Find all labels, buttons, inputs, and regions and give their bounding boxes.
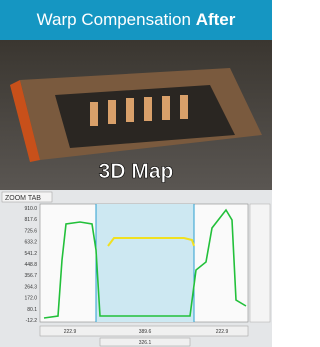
x-label: 222.9 <box>216 329 229 335</box>
y-label: 356.7 <box>24 273 37 279</box>
y-label: 817.6 <box>24 217 37 223</box>
header-emphasis: After <box>196 10 236 29</box>
y-label: 910.0 <box>24 206 37 212</box>
photo: 3D Map <box>0 40 272 190</box>
x-label: 389.6 <box>139 329 152 335</box>
highlight-band <box>96 204 194 322</box>
y-label: 172.0 <box>24 296 37 302</box>
y-label: 725.6 <box>24 228 37 234</box>
page: Warp Compensation After 3D Map ZOOM TAB … <box>0 0 272 347</box>
header: Warp Compensation After <box>0 0 272 40</box>
y-label: 448.8 <box>24 262 37 268</box>
side-panel <box>250 204 270 322</box>
header-title: Warp Compensation <box>37 10 191 29</box>
graph-window: ZOOM TAB 326.1 910.0 817.6 725.6 633.2 541.2… <box>0 190 272 347</box>
total-label: 326.1 <box>139 340 152 346</box>
x-label: 222.9 <box>64 329 77 335</box>
y-label: 80.1 <box>27 307 37 313</box>
y-label: 541.2 <box>24 251 37 257</box>
photo-caption: 3D Map <box>99 160 174 183</box>
y-label: -12.2 <box>26 318 38 324</box>
tab-label: ZOOM TAB <box>5 195 41 202</box>
y-label: 633.2 <box>24 240 37 246</box>
y-label: 264.3 <box>24 284 37 290</box>
